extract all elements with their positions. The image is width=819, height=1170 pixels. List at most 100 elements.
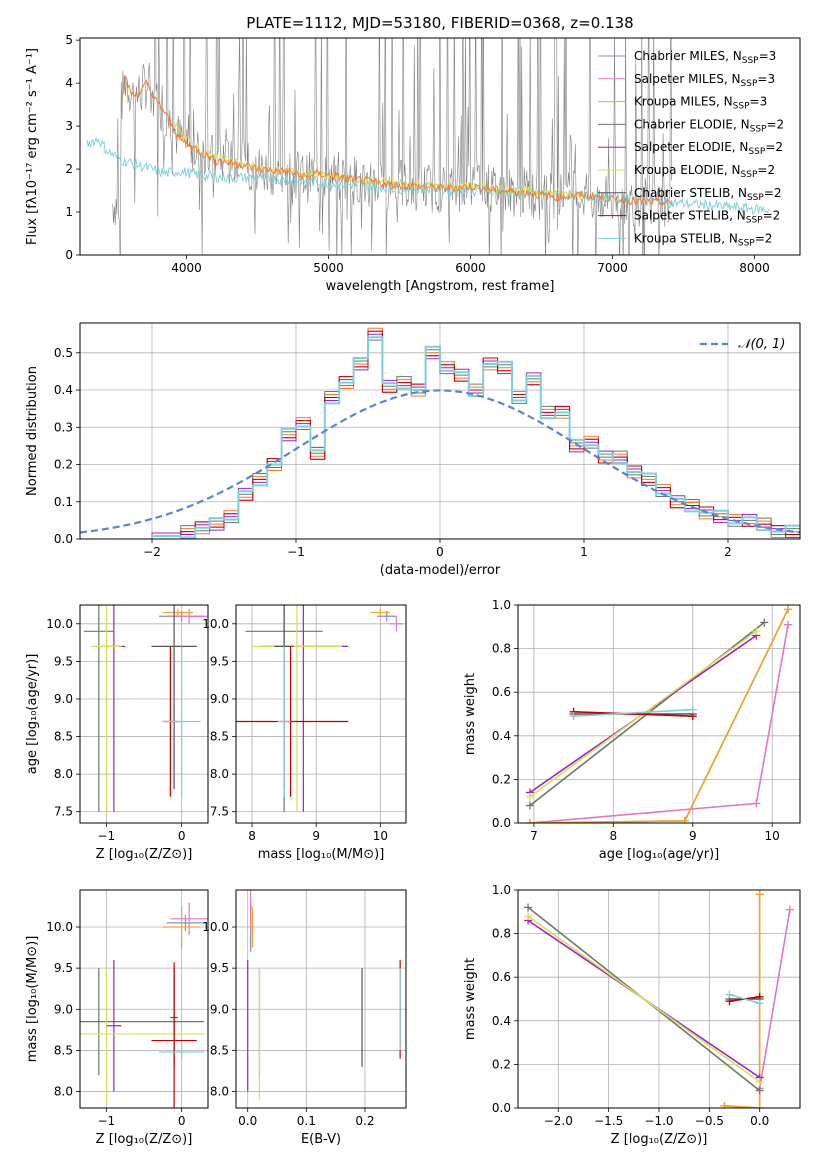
weight-series-line <box>729 993 760 1005</box>
errorbar-point <box>159 1043 205 1061</box>
y-tick-label: 8.0 <box>54 767 73 781</box>
errorbar-point <box>389 616 403 632</box>
histogram-series <box>152 330 800 539</box>
model-elodie-line <box>171 121 584 200</box>
series-marker <box>525 792 534 801</box>
x-tick-label: 0.0 <box>238 1114 257 1128</box>
x-tick-label: 2 <box>724 545 732 559</box>
errorbar-point <box>170 608 208 624</box>
y-tick-label: 3 <box>65 119 73 133</box>
legend-label-main: Salpeter STELIB, N <box>634 209 746 223</box>
y-tick-label: 10.0 <box>202 617 229 631</box>
chart-residuals: −2 −1 0 1 2 0.0 0.1 0.2 0.3 0.4 0.5 (data-model)/er… <box>25 322 801 578</box>
y-tick-label: 7.5 <box>210 805 229 819</box>
legend-label: Kroupa MILES, NSSP=3 <box>634 95 767 112</box>
y-tick-label: 0.6 <box>492 685 511 699</box>
series-marker <box>720 1101 729 1108</box>
x-tick-label: −2 <box>143 545 161 559</box>
errorbar-point <box>106 959 122 1092</box>
legend-label: Chabrier ELODIE, NSSP=2 <box>634 117 784 134</box>
histogram-series <box>151 336 800 539</box>
legend-label-sub: SSP <box>738 238 755 248</box>
x-tick-label: 0.2 <box>355 1114 374 1128</box>
series-marker <box>784 605 793 614</box>
x-tick-label: −1.0 <box>644 1114 673 1128</box>
x-tick-label: 1 <box>580 545 588 559</box>
series-marker <box>755 890 764 899</box>
y-tick-label: 0.0 <box>492 816 511 830</box>
y-axis-label: age [log₁₀(age/yr)] <box>25 654 40 775</box>
legend-label-sub: SSP <box>747 193 764 203</box>
series-marker <box>752 799 761 808</box>
legend-label: Salpeter MILES, NSSP=3 <box>634 72 775 89</box>
weight-series-line <box>758 909 791 1089</box>
errorbar-point <box>166 914 205 932</box>
x-tick-label: 0 <box>436 545 444 559</box>
weight-series-line <box>529 624 789 823</box>
observed-spectrum-line <box>112 38 672 255</box>
series-marker <box>525 819 534 823</box>
gaussian-curve <box>80 389 800 534</box>
y-tick-label: 0.5 <box>54 346 73 360</box>
legend-label: Chabrier MILES, NSSP=3 <box>634 49 776 66</box>
x-axis-label: wavelength [Angstrom, rest frame] <box>326 279 555 294</box>
axes-frame <box>235 889 407 1109</box>
weight-series-line <box>527 915 761 1083</box>
plot-area <box>525 605 793 823</box>
x-tick-label: 10 <box>373 829 388 843</box>
legend-label-sub: SSP <box>750 124 767 134</box>
legend-label-suffix: =2 <box>766 117 784 131</box>
y-tick-label: 0.2 <box>54 458 73 472</box>
errorbar-point <box>151 605 197 790</box>
y-tick-label: 0.1 <box>54 495 73 509</box>
legend-label-suffix: =2 <box>765 140 783 154</box>
errorbar-point <box>277 646 291 797</box>
legend-label-sub: SSP <box>741 170 758 180</box>
errorbar-point <box>370 608 390 617</box>
x-axis-label: age [log₁₀(age/yr)] <box>599 847 720 862</box>
axes-frame <box>79 322 801 540</box>
legend-label-suffix: =2 <box>764 186 782 200</box>
legend-label-sub: SSP <box>741 79 758 89</box>
y-tick-label: 1.0 <box>492 598 511 612</box>
chart-weight_vs_age: 7 8 9 10 0.0 0.2 0.4 0.6 0.8 1.0 age [log₁₀(age/yr… <box>463 598 801 862</box>
errorbar-point <box>252 605 342 812</box>
plot-area <box>83 605 208 812</box>
y-tick-label: 8.5 <box>54 730 73 744</box>
y-tick-label: 0.6 <box>492 970 511 984</box>
series-marker <box>725 990 734 999</box>
x-tick-label: −1 <box>98 829 116 843</box>
y-tick-label: 5 <box>65 33 73 47</box>
errorbar-point <box>162 906 201 948</box>
y-tick-label: 0.4 <box>492 729 511 743</box>
legend-label-main: Salpeter ELODIE, N <box>634 140 748 154</box>
x-axis-label: Z [log₁₀(Z/Z⊙)] <box>96 1132 193 1147</box>
chart-spectrum: 4000 5000 6000 7000 8000 0 1 2 3 4 5 wavelength [An… <box>25 33 801 294</box>
plot-area <box>524 890 794 1108</box>
legend-label-main: Salpeter MILES, N <box>634 72 741 86</box>
series-marker <box>785 905 794 914</box>
axes-frame <box>79 604 209 824</box>
y-axis-label: mass weight <box>463 958 478 1040</box>
y-tick-label: 2 <box>65 162 73 176</box>
x-axis-label: Z [log₁₀(Z/Z⊙)] <box>96 847 193 862</box>
legend-label: Chabrier STELIB, NSSP=2 <box>634 186 782 203</box>
x-axis-label: mass [log₁₀(M/M⊙)] <box>258 847 385 862</box>
weight-series-line <box>573 708 693 717</box>
errorbar-point <box>91 605 122 812</box>
y-tick-label: 9.0 <box>54 1002 73 1016</box>
x-tick-label: 8 <box>248 829 256 843</box>
series-marker <box>569 712 578 721</box>
x-tick-label: −1 <box>98 1114 116 1128</box>
y-tick-label: 8.5 <box>210 730 229 744</box>
axes-frame <box>79 889 209 1109</box>
x-axis-label: E(B-V) <box>301 1132 341 1147</box>
x-tick-label: 0 <box>178 829 186 843</box>
errorbar-point <box>151 962 197 1108</box>
legend-label: Kroupa STELIB, NSSP=2 <box>634 231 772 248</box>
figure-title: PLATE=1112, MJD=53180, FIBERID=0368, z=0… <box>246 14 633 32</box>
x-tick-label: 8000 <box>739 261 770 275</box>
axes-frame <box>235 604 407 824</box>
